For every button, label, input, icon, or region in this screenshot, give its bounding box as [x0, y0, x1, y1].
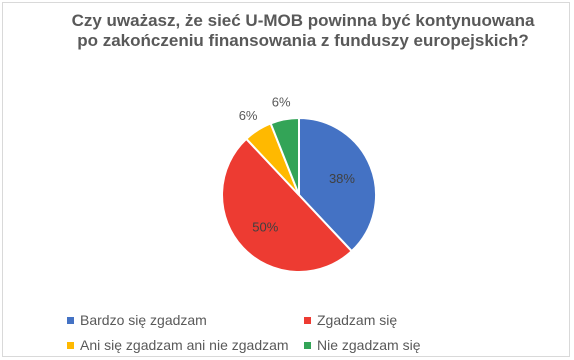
slice-nie — [269, 116, 300, 196]
chart-frame: Czy uważasz, że sieć U-MOB powinna być k… — [2, 2, 570, 357]
legend-item-zgadzam: Zgadzam się — [304, 312, 397, 328]
legend-label: Zgadzam się — [317, 312, 398, 328]
data-label-slice-zgadzam: 50% — [252, 220, 278, 235]
pie-chart: 38% 50% 6% 6% — [221, 95, 377, 273]
data-label-slice-nie: 6% — [272, 95, 291, 110]
legend-swatch — [304, 316, 311, 324]
slice-zgadzam — [221, 137, 354, 273]
legend-swatch — [304, 341, 311, 349]
legend-item-ani: Ani się zgadzam ani nie zgadzam — [67, 337, 289, 353]
legend-swatch — [67, 316, 74, 324]
slice-bardzo — [298, 116, 377, 253]
legend-item-bardzo: Bardzo się zgadzam — [67, 312, 207, 328]
data-label-slice-ani: 6% — [239, 108, 258, 123]
legend-label: Nie zgadzam się — [317, 337, 421, 353]
data-label-slice-bardzo: 38% — [329, 171, 355, 186]
legend-label: Bardzo się zgadzam — [80, 312, 207, 328]
legend-label: Ani się zgadzam ani nie zgadzam — [80, 337, 289, 353]
chart-title: Czy uważasz, że sieć U-MOB powinna być k… — [71, 11, 535, 50]
legend-swatch — [67, 341, 74, 349]
legend-item-nie: Nie zgadzam się — [304, 337, 421, 353]
